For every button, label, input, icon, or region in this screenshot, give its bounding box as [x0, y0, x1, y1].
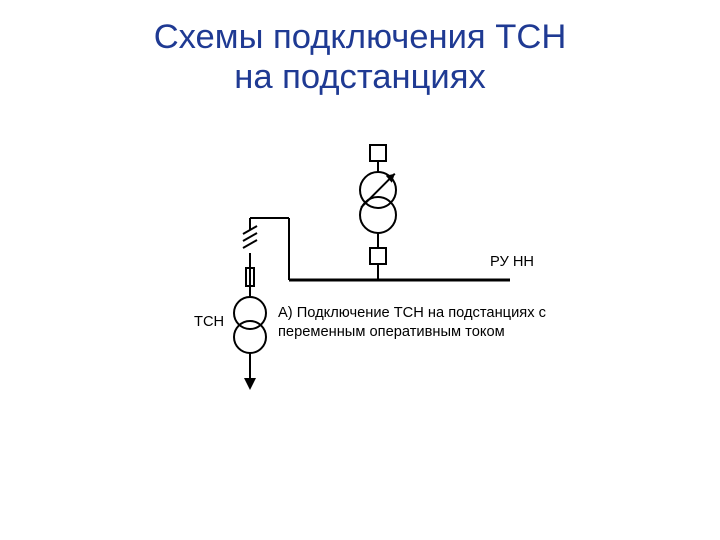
caption-line-2: переменным оперативным током [278, 324, 505, 340]
wiring-diagram [0, 0, 720, 540]
diagram-caption: А) Подключение ТСН на подстанциях с пере… [278, 304, 546, 342]
label-tcn: ТСН [194, 314, 224, 330]
label-ru-nn: РУ НН [490, 254, 534, 270]
caption-line-1: А) Подключение ТСН на подстанциях с [278, 305, 546, 321]
